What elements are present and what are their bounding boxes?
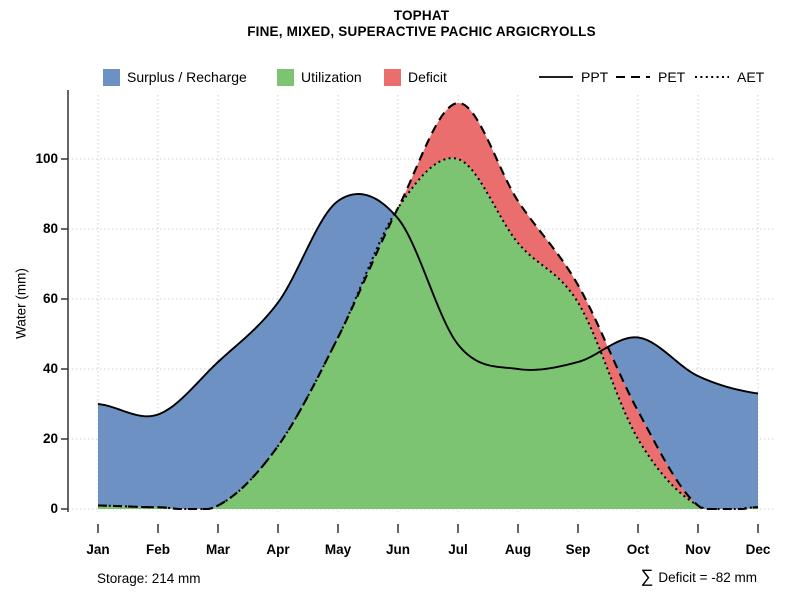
legend-label: PET bbox=[658, 69, 686, 85]
x-tick-label: Jul bbox=[448, 542, 468, 557]
y-tick-label: 80 bbox=[42, 221, 58, 236]
legend-item-pet: PET bbox=[615, 68, 685, 86]
sigma-icon: ∑ bbox=[640, 566, 654, 586]
x-tick-label: Jun bbox=[385, 542, 410, 557]
dashed-line-icon bbox=[616, 76, 650, 78]
dotted-line-icon bbox=[695, 76, 729, 78]
utilization-swatch bbox=[277, 68, 294, 86]
legend-label: Surplus / Recharge bbox=[127, 69, 247, 85]
x-tick-label: Mar bbox=[205, 542, 230, 557]
legend-item-utilization: Utilization bbox=[277, 68, 362, 86]
deficit-sum-note: ∑ Deficit = -82 mm bbox=[641, 566, 758, 587]
surplus-swatch bbox=[103, 68, 120, 86]
page-title: TOPHAT bbox=[393, 8, 450, 23]
deficit-swatch bbox=[384, 68, 401, 86]
legend-label: Utilization bbox=[301, 69, 362, 85]
x-tick-label: Oct bbox=[626, 542, 650, 557]
legend-label: AET bbox=[737, 69, 765, 85]
y-tick-label: 0 bbox=[50, 501, 58, 516]
page-subtitle: FINE, MIXED, SUPERACTIVE PACHIC ARGICRYO… bbox=[247, 24, 596, 39]
x-tick-label: Dec bbox=[745, 542, 771, 557]
storage-note: Storage: 214 mm bbox=[97, 571, 201, 586]
x-tick-label: May bbox=[324, 542, 352, 557]
legend-item-surplus: Surplus / Recharge bbox=[103, 68, 247, 86]
legend-item-ppt: PPT bbox=[538, 68, 608, 86]
legend-item-aet: AET bbox=[694, 68, 764, 86]
y-tick-label: 20 bbox=[42, 431, 58, 446]
x-tick-label: Jan bbox=[86, 542, 110, 557]
solid-line-icon bbox=[539, 76, 573, 78]
y-axis-title: Water (mm) bbox=[13, 268, 29, 339]
legend-label: Deficit bbox=[408, 69, 447, 85]
x-tick-label: Aug bbox=[504, 542, 532, 557]
x-tick-label: Apr bbox=[266, 542, 290, 557]
legend-label: PPT bbox=[581, 69, 609, 85]
y-tick-label: 60 bbox=[42, 291, 58, 306]
y-tick-label: 40 bbox=[42, 361, 58, 376]
y-tick-label: 100 bbox=[35, 151, 58, 166]
x-tick-label: Sep bbox=[565, 542, 591, 557]
deficit-sum-text: Deficit = -82 mm bbox=[658, 570, 757, 585]
legend-item-deficit: Deficit bbox=[384, 68, 447, 86]
x-tick-label: Nov bbox=[685, 542, 711, 557]
x-tick-label: Feb bbox=[145, 542, 170, 557]
